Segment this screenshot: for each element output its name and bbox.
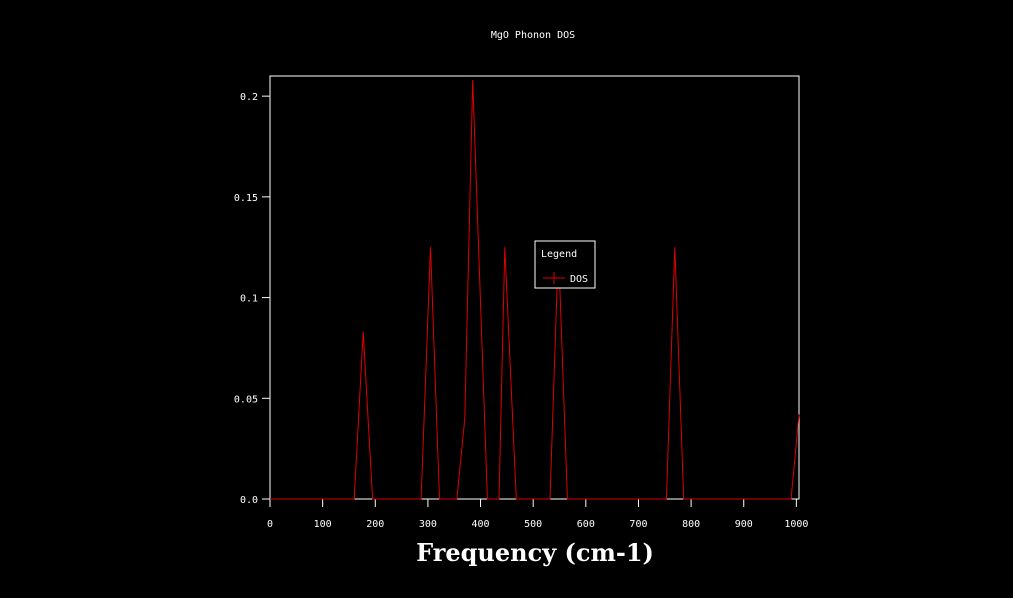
x-tick-label: 600: [577, 519, 595, 530]
y-axis-ticks: 0.0 0.05 0.1 0.15 0.2: [234, 92, 270, 506]
y-tick-label: 0.0: [240, 495, 258, 506]
y-tick-label: 0.2: [240, 92, 258, 103]
x-axis-ticks: 0 100 200 300 400 500 600 700 800 900 1000: [267, 499, 808, 530]
x-tick-label: 800: [682, 519, 700, 530]
series-line-dos: [270, 79, 800, 500]
series-layer: [270, 79, 800, 500]
legend: Legend DOS: [534, 240, 596, 289]
x-tick-label: 400: [472, 519, 490, 530]
x-tick-label: 1000: [784, 519, 808, 530]
legend-entry-dos: DOS: [570, 274, 588, 285]
chart-title: MgO Phonon DOS: [491, 30, 575, 41]
x-tick-label: 200: [366, 519, 384, 530]
x-tick-label: 700: [629, 519, 647, 530]
x-tick-label: 900: [735, 519, 753, 530]
legend-title: Legend: [541, 249, 577, 260]
x-axis-title: Frequency (cm-1): [416, 538, 654, 567]
x-tick-label: 100: [314, 519, 332, 530]
y-tick-label: 0.05: [234, 394, 258, 405]
x-tick-label: 300: [419, 519, 437, 530]
x-tick-label: 500: [524, 519, 542, 530]
legend-box: [534, 240, 596, 289]
x-tick-label: 0: [267, 519, 273, 530]
y-tick-label: 0.15: [234, 193, 258, 204]
y-tick-label: 0.1: [240, 294, 258, 305]
